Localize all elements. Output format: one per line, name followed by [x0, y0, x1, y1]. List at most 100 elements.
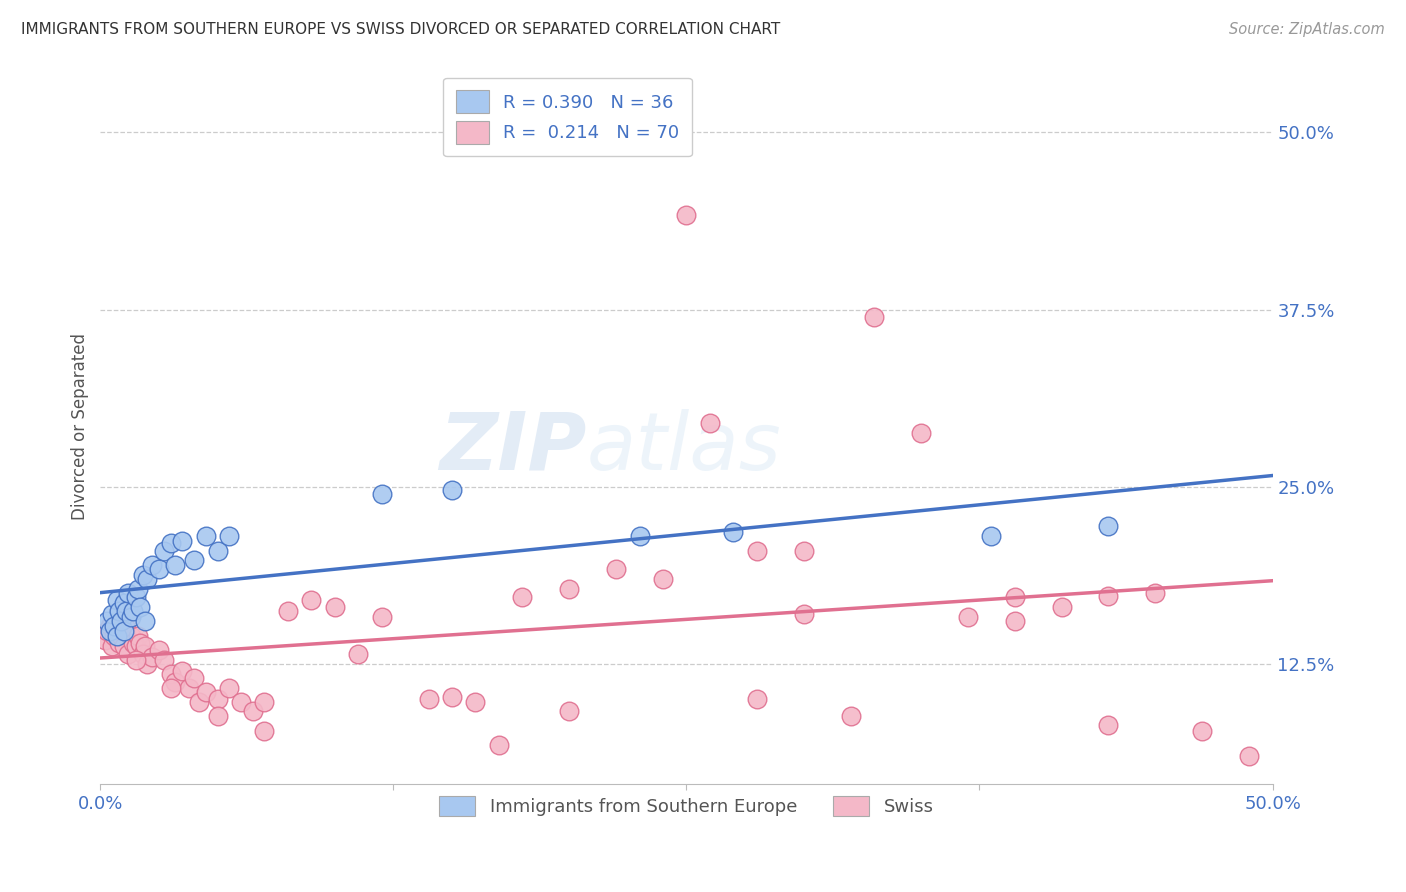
Point — [127, 629, 149, 643]
Point — [675, 208, 697, 222]
Point — [839, 709, 862, 723]
Point — [129, 600, 152, 615]
Point — [187, 695, 209, 709]
Y-axis label: Divorced or Separated: Divorced or Separated — [72, 333, 89, 520]
Point — [440, 690, 463, 704]
Point — [512, 591, 534, 605]
Point — [1004, 591, 1026, 605]
Point — [112, 596, 135, 610]
Point — [253, 695, 276, 709]
Point — [159, 681, 181, 695]
Legend: Immigrants from Southern Europe, Swiss: Immigrants from Southern Europe, Swiss — [430, 787, 943, 825]
Point — [112, 639, 135, 653]
Point — [652, 572, 675, 586]
Text: ZIP: ZIP — [440, 409, 586, 487]
Point — [117, 647, 139, 661]
Point — [124, 639, 146, 653]
Point — [863, 310, 886, 324]
Point — [101, 607, 124, 622]
Point — [242, 704, 264, 718]
Point — [558, 704, 581, 718]
Point — [179, 681, 201, 695]
Point — [110, 615, 132, 629]
Text: atlas: atlas — [586, 409, 782, 487]
Point — [98, 624, 121, 639]
Point — [558, 582, 581, 596]
Point — [793, 543, 815, 558]
Point — [1097, 589, 1119, 603]
Point — [122, 635, 145, 649]
Point — [105, 629, 128, 643]
Point — [207, 543, 229, 558]
Point — [910, 425, 932, 440]
Point — [127, 582, 149, 596]
Point — [183, 553, 205, 567]
Point — [108, 635, 131, 649]
Point — [218, 681, 240, 695]
Point — [218, 529, 240, 543]
Point — [159, 666, 181, 681]
Point — [94, 632, 117, 647]
Point — [159, 536, 181, 550]
Point — [323, 600, 346, 615]
Point — [120, 610, 142, 624]
Point — [117, 586, 139, 600]
Point — [418, 692, 440, 706]
Point — [1097, 519, 1119, 533]
Point — [1004, 615, 1026, 629]
Point — [105, 593, 128, 607]
Point — [172, 533, 194, 548]
Point — [464, 695, 486, 709]
Text: IMMIGRANTS FROM SOUTHERN EUROPE VS SWISS DIVORCED OR SEPARATED CORRELATION CHART: IMMIGRANTS FROM SOUTHERN EUROPE VS SWISS… — [21, 22, 780, 37]
Point — [207, 692, 229, 706]
Point — [152, 543, 174, 558]
Point — [112, 624, 135, 639]
Point — [134, 639, 156, 653]
Point — [105, 618, 128, 632]
Point — [165, 558, 187, 572]
Point — [440, 483, 463, 497]
Point — [347, 647, 370, 661]
Point — [793, 607, 815, 622]
Point — [124, 653, 146, 667]
Point — [370, 487, 392, 501]
Point — [165, 675, 187, 690]
Point — [152, 653, 174, 667]
Point — [172, 664, 194, 678]
Point — [277, 605, 299, 619]
Point — [148, 642, 170, 657]
Point — [96, 624, 118, 639]
Point — [131, 567, 153, 582]
Point — [115, 605, 138, 619]
Point — [1237, 749, 1260, 764]
Point — [136, 657, 159, 671]
Point — [229, 695, 252, 709]
Point — [1191, 723, 1213, 738]
Point — [103, 629, 125, 643]
Point — [103, 618, 125, 632]
Point — [115, 622, 138, 636]
Point — [299, 593, 322, 607]
Point — [134, 615, 156, 629]
Point — [98, 618, 121, 632]
Point — [120, 629, 142, 643]
Point — [253, 723, 276, 738]
Point — [129, 635, 152, 649]
Point — [1050, 600, 1073, 615]
Point — [124, 591, 146, 605]
Point — [122, 605, 145, 619]
Point — [207, 709, 229, 723]
Point — [745, 692, 768, 706]
Point — [194, 529, 217, 543]
Point — [1097, 718, 1119, 732]
Point — [488, 738, 510, 752]
Point — [101, 639, 124, 653]
Point — [108, 605, 131, 619]
Point — [183, 671, 205, 685]
Point — [1144, 586, 1167, 600]
Point — [605, 562, 627, 576]
Point — [110, 629, 132, 643]
Text: Source: ZipAtlas.com: Source: ZipAtlas.com — [1229, 22, 1385, 37]
Point — [980, 529, 1002, 543]
Point — [96, 615, 118, 629]
